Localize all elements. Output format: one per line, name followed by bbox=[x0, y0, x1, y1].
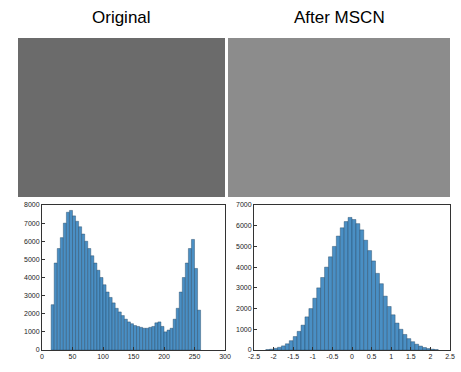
svg-text:5000: 5000 bbox=[24, 256, 40, 263]
svg-text:-2.5: -2.5 bbox=[248, 353, 260, 360]
svg-text:250: 250 bbox=[189, 353, 201, 360]
svg-text:4000: 4000 bbox=[236, 264, 252, 271]
svg-text:After MSCN: After MSCN bbox=[294, 8, 385, 27]
svg-text:1: 1 bbox=[389, 353, 393, 360]
svg-text:150: 150 bbox=[128, 353, 140, 360]
svg-text:0: 0 bbox=[248, 346, 252, 353]
svg-text:7000: 7000 bbox=[236, 201, 252, 208]
svg-text:0.5: 0.5 bbox=[367, 353, 377, 360]
svg-text:0: 0 bbox=[36, 346, 40, 353]
svg-text:200: 200 bbox=[158, 353, 170, 360]
svg-text:0: 0 bbox=[40, 353, 44, 360]
svg-text:3000: 3000 bbox=[236, 284, 252, 291]
svg-text:50: 50 bbox=[69, 353, 77, 360]
svg-text:1.5: 1.5 bbox=[406, 353, 416, 360]
svg-text:-2: -2 bbox=[270, 353, 276, 360]
svg-text:2000: 2000 bbox=[236, 305, 252, 312]
svg-text:2000: 2000 bbox=[24, 310, 40, 317]
svg-text:-1: -1 bbox=[310, 353, 316, 360]
svg-text:6000: 6000 bbox=[236, 222, 252, 229]
svg-text:7000: 7000 bbox=[24, 220, 40, 227]
svg-text:1000: 1000 bbox=[24, 328, 40, 335]
svg-text:-0.5: -0.5 bbox=[326, 353, 338, 360]
svg-text:Original: Original bbox=[92, 8, 151, 27]
svg-text:3000: 3000 bbox=[24, 292, 40, 299]
svg-text:1000: 1000 bbox=[236, 326, 252, 333]
svg-text:0: 0 bbox=[350, 353, 354, 360]
svg-text:4000: 4000 bbox=[24, 274, 40, 281]
svg-text:100: 100 bbox=[97, 353, 109, 360]
svg-text:2.5: 2.5 bbox=[445, 353, 455, 360]
svg-text:5000: 5000 bbox=[236, 243, 252, 250]
svg-text:8000: 8000 bbox=[24, 201, 40, 208]
svg-text:-1.5: -1.5 bbox=[287, 353, 299, 360]
svg-text:6000: 6000 bbox=[24, 238, 40, 245]
svg-text:300: 300 bbox=[219, 353, 231, 360]
svg-text:2: 2 bbox=[428, 353, 432, 360]
